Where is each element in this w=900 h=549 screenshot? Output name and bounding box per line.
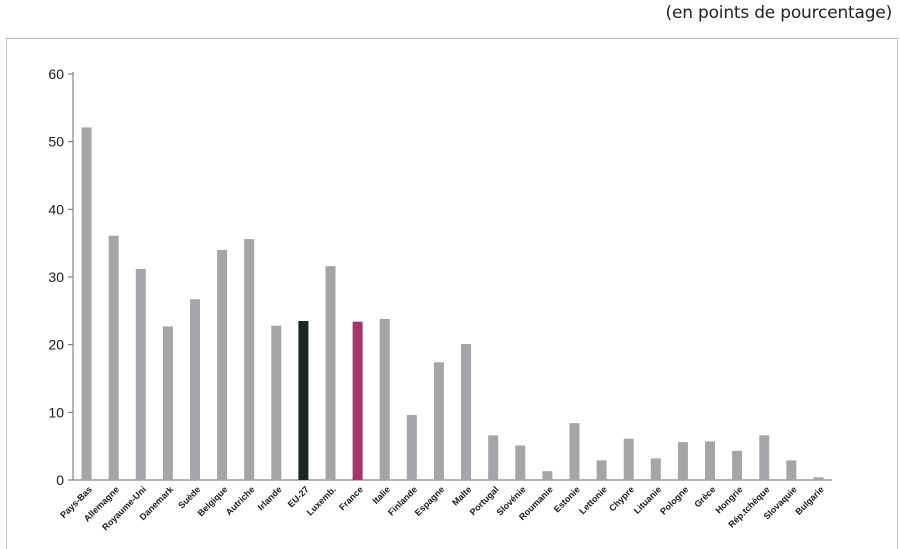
bar-pays-bas (81, 127, 92, 480)
y-tick-label: 30 (48, 269, 64, 285)
y-tick-label: 20 (48, 337, 64, 353)
bar-chypre (623, 438, 634, 480)
x-tick-label: France (337, 484, 365, 512)
bar-italie (379, 318, 390, 480)
bar-espagne (433, 362, 444, 480)
bar-bulgarie (813, 477, 824, 480)
x-tick-label: Irlande (256, 484, 284, 512)
y-tick-label: 10 (48, 404, 64, 420)
bar-lituanie (650, 458, 661, 480)
bar-allemagne (108, 235, 119, 480)
bar-hongrie (732, 450, 743, 480)
chart-frame (6, 38, 898, 549)
bar-gr-ce (705, 441, 716, 480)
bar-roumanie (542, 471, 553, 480)
bar-lettonie (596, 460, 607, 480)
bar-irlande (271, 325, 282, 480)
bar-r-p-tch-que (759, 435, 770, 480)
bar-slovaquie (786, 460, 797, 480)
bar-royaume-uni (135, 268, 146, 480)
unit-note: (en points de pourcentage) (665, 3, 893, 23)
bar-danemark (162, 326, 173, 480)
bar-slov-nie (515, 445, 526, 480)
y-tick-label: 60 (48, 66, 64, 82)
bar-estonie (569, 423, 580, 480)
x-tick-label: Bulgarie (793, 484, 826, 517)
y-tick-label: 40 (48, 201, 64, 217)
bar-autriche (244, 239, 255, 480)
bar-malte (461, 343, 472, 480)
bar-su-de (189, 299, 200, 480)
bar-finlande (406, 415, 417, 480)
x-tick-label: Belgique (196, 484, 230, 518)
x-tick-label: EU-27 (286, 484, 311, 509)
bar-eu-27 (298, 320, 309, 480)
bar-pologne (677, 442, 688, 480)
y-tick-label: 0 (56, 472, 64, 488)
x-tick-label: Malte (450, 484, 473, 507)
x-tick-label: Suède (176, 484, 202, 510)
x-tick-label: Pologne (658, 484, 690, 516)
x-tick-label: Espagne (413, 484, 447, 518)
y-tick-label: 50 (48, 134, 64, 150)
x-tick-label: Italie (371, 484, 393, 506)
bar-belgique (217, 249, 228, 480)
bar-luxemb- (325, 266, 336, 480)
x-tick-label: Grèce (692, 484, 717, 509)
x-tick-label: Luxemb. (305, 484, 338, 517)
x-tick-label: Lettonie (577, 484, 609, 516)
bar-france (352, 321, 363, 480)
bar-portugal (488, 435, 499, 480)
x-tick-label: Autriche (224, 484, 257, 517)
